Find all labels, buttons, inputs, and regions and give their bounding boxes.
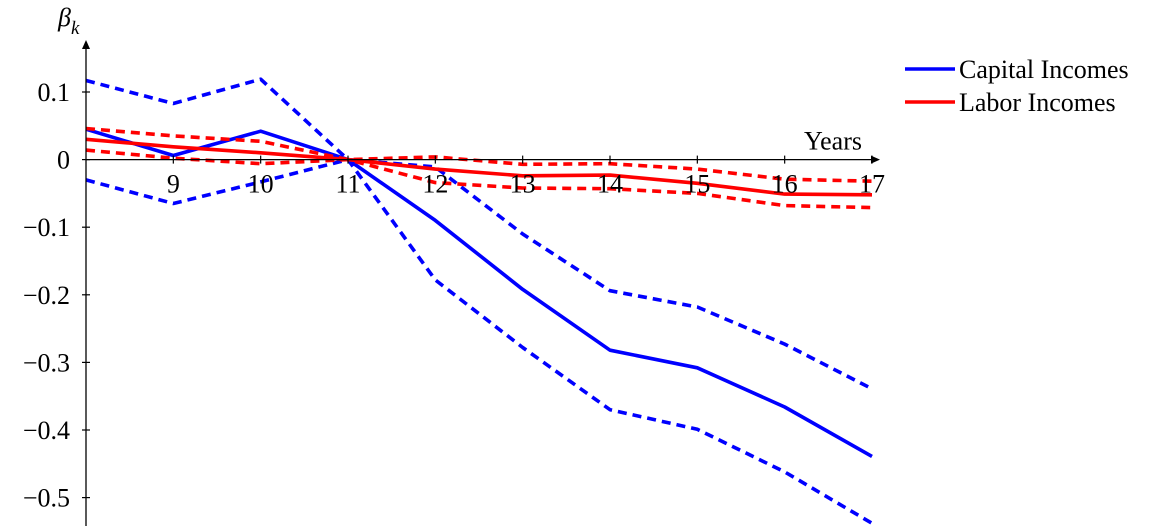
y-axis-label: βk xyxy=(57,3,80,39)
x-tick-label: 15 xyxy=(684,170,710,199)
y-tick-label: −0.5 xyxy=(23,484,70,513)
y-axis-label-subscript: k xyxy=(71,18,80,39)
y-tick-label: −0.2 xyxy=(23,281,70,310)
series-layer xyxy=(85,77,873,525)
x-tick-label: 11 xyxy=(335,170,360,199)
x-tick-label: 17 xyxy=(859,170,885,199)
capital-incomes-line xyxy=(85,127,873,458)
x-tick-label: 12 xyxy=(422,170,448,199)
x-tick-label: 9 xyxy=(167,170,180,199)
x-tick-label: 14 xyxy=(597,170,623,199)
legend-label-capital-incomes: Capital Incomes xyxy=(959,55,1129,84)
x-tick-label: 10 xyxy=(248,170,274,199)
y-ticks: 0.1 0 −0.1 −0.2 −0.3 −0.4 −0.5 xyxy=(23,78,90,513)
x-ticks: 9 10 11 12 13 14 15 16 17 xyxy=(167,155,885,199)
y-tick-label: 0 xyxy=(57,146,70,175)
labor-incomes-ci-upper-line xyxy=(85,126,873,183)
x-axis-label: Years xyxy=(804,127,862,156)
y-axis-label-symbol: β xyxy=(57,3,71,32)
y-tick-label: 0.1 xyxy=(38,78,71,107)
legend-label-labor-incomes: Labor Incomes xyxy=(959,88,1116,117)
x-tick-label: 13 xyxy=(510,170,536,199)
y-tick-label: −0.1 xyxy=(23,213,70,242)
labor-incomes-ci-lower-line xyxy=(85,148,873,210)
x-axis-arrowhead xyxy=(871,155,880,164)
capital-incomes-ci-upper-line xyxy=(85,77,873,391)
y-axis-arrowhead xyxy=(82,40,90,49)
x-tick-label: 16 xyxy=(772,170,798,199)
y-tick-label: −0.3 xyxy=(23,348,70,377)
labor-incomes-line xyxy=(85,137,873,197)
y-tick-label: −0.4 xyxy=(23,416,70,445)
capital-incomes-ci-lower-line xyxy=(85,157,873,525)
legend: Capital Incomes Labor Incomes xyxy=(905,55,1129,117)
